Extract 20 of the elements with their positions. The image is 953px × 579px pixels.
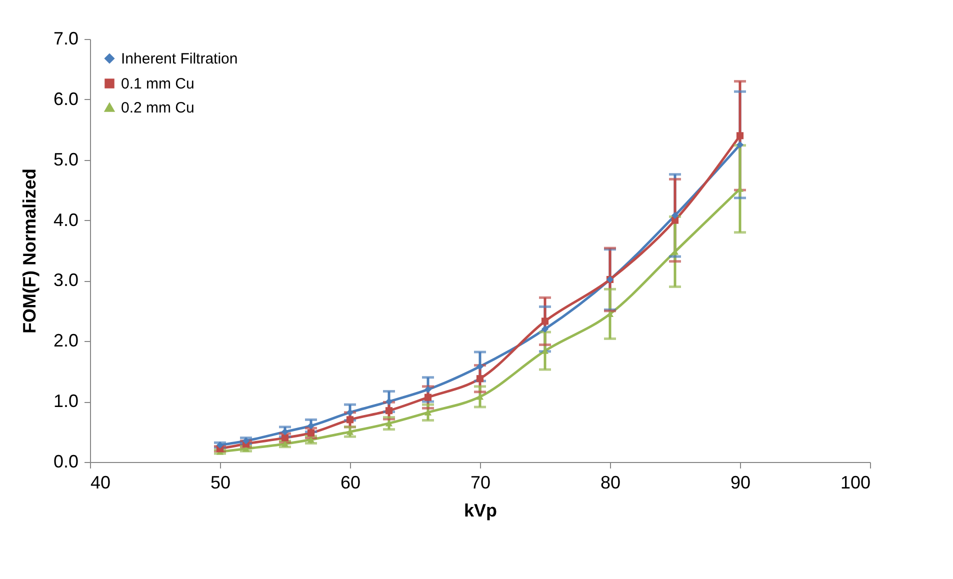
- y-tick-label: 4.0: [53, 210, 78, 230]
- y-tick-label: 0.0: [53, 452, 78, 472]
- x-tick-label: 40: [90, 472, 111, 492]
- y-tick-label: 7.0: [53, 28, 78, 48]
- y-tick-label: 5.0: [53, 149, 78, 170]
- x-tick-label: 70: [470, 472, 491, 492]
- y-axis-title: FOM(F) Normalized: [19, 168, 40, 334]
- x-tick-label: 60: [340, 472, 361, 492]
- x-tick-label: 80: [600, 472, 621, 492]
- legend-label: 0.2 mm Cu: [121, 100, 194, 116]
- y-tick-label: 2.0: [53, 330, 78, 351]
- legend-label: Inherent Filtration: [121, 50, 238, 68]
- x-tick-label: 50: [210, 472, 231, 492]
- y-tick-label: 3.0: [53, 270, 78, 290]
- y-tick-label: 6.0: [53, 88, 78, 109]
- x-axis-title: kVp: [464, 500, 498, 520]
- x-tick-label: 100: [840, 472, 870, 492]
- legend-label: 0.1 mm Cu: [121, 76, 194, 92]
- y-tick-label: 1.0: [53, 391, 78, 412]
- x-tick-label: 90: [730, 472, 751, 492]
